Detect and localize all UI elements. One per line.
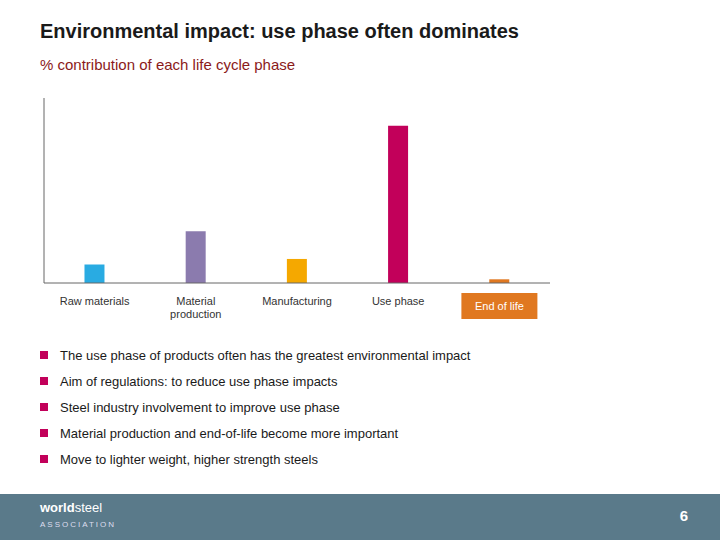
svg-text:Use phase: Use phase: [372, 295, 425, 307]
html-text:ASSOCIATION: ASSOCIATION: [40, 520, 117, 529]
html-text:world steel: world steel: [40, 500, 103, 515]
html-text:Steel industry involvement to: Steel industry involvement to improve us…: [60, 399, 340, 415]
html-text:Aim of regulations: to reduce: Aim of regulations: to reduce use phase …: [60, 373, 338, 389]
html-text:6: 6: [679, 507, 688, 524]
html-text:% contribution of each life cy: % contribution of each life cycle phase: [40, 56, 296, 73]
svg-text:Manufacturing: Manufacturing: [262, 295, 332, 307]
html-text:The use phase of products ofte: The use phase of products often has the …: [60, 347, 471, 363]
svg-text:production: production: [170, 308, 221, 320]
html-text:Move to lighter weight, higher: Move to lighter weight, higher strength …: [60, 451, 318, 467]
svg-text:Raw materials: Raw materials: [60, 295, 130, 307]
svg-text:End of life: End of life: [475, 300, 524, 312]
html-text:Material production and end-of: Material production and end-of-life beco…: [60, 425, 399, 441]
svg-text:Material: Material: [176, 295, 215, 307]
html-text:Environmental impact: use phas: Environmental impact: use phase often do…: [40, 20, 519, 42]
